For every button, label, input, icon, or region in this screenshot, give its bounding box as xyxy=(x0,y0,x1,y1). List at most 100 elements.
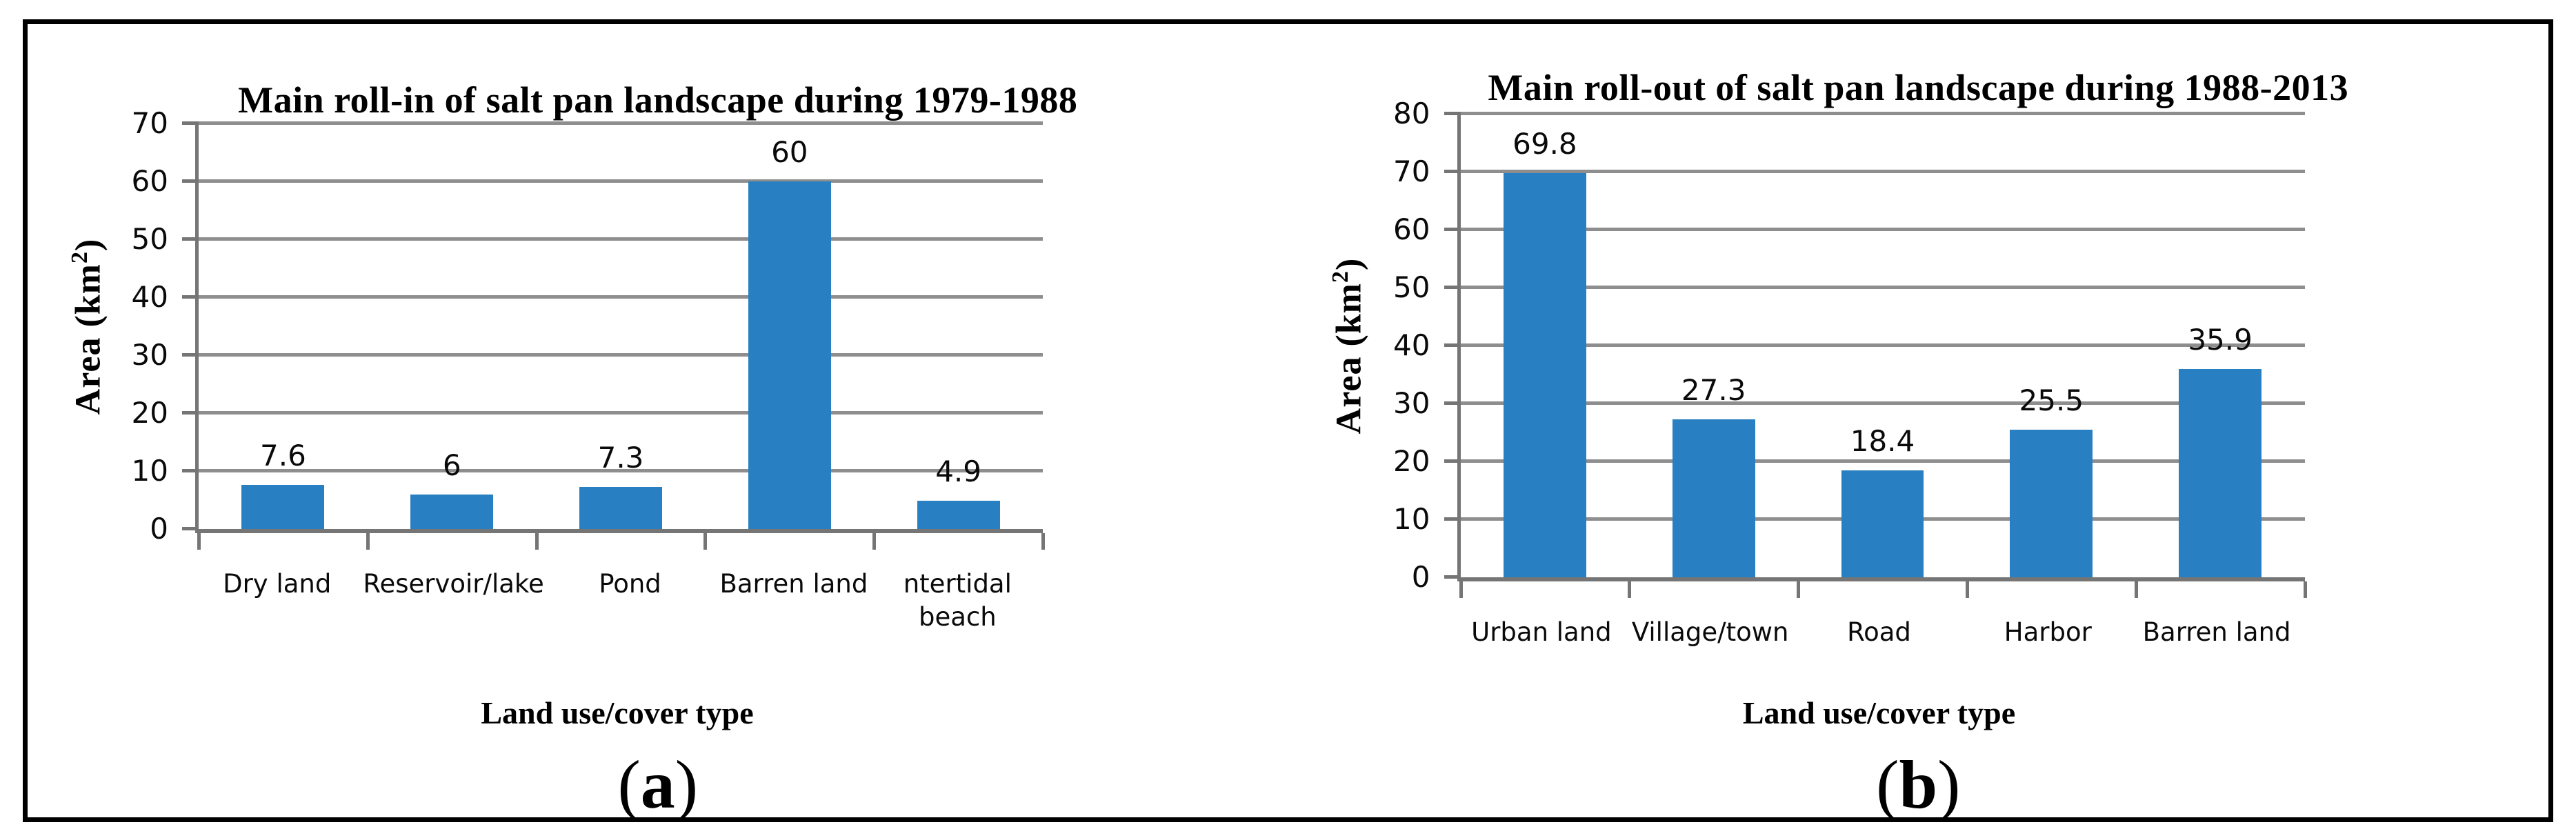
x-tick-mark xyxy=(366,533,370,550)
x-axis-labels: Dry land Reservoir/lake Pond Barren land nte… xyxy=(195,568,1039,634)
gridline xyxy=(199,353,1043,357)
x-tick-mark xyxy=(703,533,708,550)
y-tick-mark xyxy=(182,411,199,415)
panel-letter-paren-close: ) xyxy=(675,746,699,823)
panel-letter-paren-close: ) xyxy=(1937,746,1961,823)
y-tick-label: 20 xyxy=(1393,444,1430,478)
chart-title: Main roll-in of salt pan landscape durin… xyxy=(238,79,1078,121)
x-axis-title: Land use/cover type xyxy=(1742,695,2016,730)
y-tick-mark xyxy=(1444,343,1461,347)
panel-letter-paren-open: ( xyxy=(617,746,641,823)
x-category-label: Pond xyxy=(599,569,661,599)
x-tick-mark xyxy=(872,533,877,550)
bar-value-label: 18.4 xyxy=(1850,424,1915,459)
bar-value-label: 6 xyxy=(442,448,461,482)
x-axis-title: Land use/cover type xyxy=(481,695,754,730)
bar-value-label: 35.9 xyxy=(2188,323,2253,357)
bar xyxy=(241,485,325,529)
gridline xyxy=(1460,401,2305,405)
bar xyxy=(579,486,662,529)
bar xyxy=(1503,172,1586,577)
bar xyxy=(410,494,494,529)
gridline xyxy=(1460,228,2305,231)
x-tick-mark xyxy=(1459,581,1463,598)
y-tick-label: 10 xyxy=(131,454,168,488)
y-tick-label: 70 xyxy=(131,106,168,140)
y-tick-mark xyxy=(182,237,199,241)
bar-value-label: 60 xyxy=(771,135,808,169)
bar xyxy=(748,181,831,529)
y-tick-label: 40 xyxy=(131,280,168,314)
figure-frame: Main roll-in of salt pan landscape durin… xyxy=(23,19,2553,823)
x-category-label: Harbor xyxy=(2004,617,2092,647)
y-tick-label: 10 xyxy=(1393,502,1430,536)
x-category-label: Reservoir/lake xyxy=(363,569,544,599)
x-category-label: Dry land xyxy=(223,569,332,599)
panel-b: Main roll-out of salt pan landscape duri… xyxy=(1288,24,2549,823)
x-category-label: Road xyxy=(1847,617,1911,647)
panel-letter: (a) xyxy=(28,747,1288,823)
plot-area: 0 10 20 30 40 50 60 70 7.6 6 7.3 60 4.9 xyxy=(132,107,1045,550)
bar xyxy=(1841,470,1924,577)
y-tick-label: 0 xyxy=(1411,560,1430,594)
gridline xyxy=(199,121,1043,125)
y-tick-mark xyxy=(1444,575,1461,579)
bar xyxy=(917,500,1000,529)
x-tick-mark xyxy=(2303,581,2307,598)
y-tick-label: 0 xyxy=(150,512,168,546)
y-tick-mark xyxy=(1444,170,1461,173)
x-category-label: Village/town xyxy=(1631,617,1789,647)
y-tick-label: 30 xyxy=(131,338,168,372)
y-tick-mark xyxy=(182,469,199,472)
y-tick-label: 50 xyxy=(131,222,168,256)
gridline xyxy=(1460,112,2305,115)
y-tick-mark xyxy=(182,121,199,125)
gridline xyxy=(199,411,1043,415)
bar-value-label: 7.6 xyxy=(259,439,306,473)
y-tick-mark xyxy=(182,527,199,530)
y-tick-mark xyxy=(182,295,199,299)
x-tick-mark xyxy=(2134,581,2138,598)
y-tick-label: 60 xyxy=(131,164,168,198)
plot-area: 0 10 20 30 40 50 60 70 80 69.8 27.3 18.4 25.5 35.9 xyxy=(1393,97,2307,598)
bar xyxy=(2179,369,2262,577)
y-tick-label: 40 xyxy=(1393,328,1430,362)
bar xyxy=(2010,429,2093,577)
gridline xyxy=(1460,170,2305,173)
gridline xyxy=(199,469,1043,472)
panel-letter-paren-open: ( xyxy=(1876,746,1899,823)
y-tick-mark xyxy=(1444,228,1461,231)
bar-value-label: 27.3 xyxy=(1681,372,1746,407)
y-tick-label: 80 xyxy=(1393,97,1430,130)
x-tick-mark xyxy=(197,533,201,550)
gridline xyxy=(199,295,1043,299)
y-axis-title-text: Area (km2) xyxy=(67,238,109,415)
panel-letter-char: a xyxy=(640,746,675,823)
y-tick-mark xyxy=(182,179,199,183)
gridline xyxy=(199,237,1043,241)
y-tick-mark xyxy=(1444,517,1461,521)
gridline xyxy=(1460,343,2305,347)
x-tick-mark xyxy=(1965,581,1969,598)
x-tick-mark xyxy=(535,533,539,550)
x-tick-mark xyxy=(1041,533,1045,550)
panel-letter-char: b xyxy=(1899,746,1938,823)
y-tick-label: 60 xyxy=(1393,212,1430,246)
chart-title: Main roll-out of salt pan landscape duri… xyxy=(1488,66,2349,108)
x-category-label: Barren land xyxy=(2142,617,2291,647)
y-tick-label: 50 xyxy=(1393,270,1430,304)
panel-letter: (b) xyxy=(1288,747,2549,823)
y-tick-label: 70 xyxy=(1393,154,1430,188)
y-tick-mark xyxy=(182,353,199,357)
x-category-label: ntertidal beach xyxy=(903,569,1012,632)
y-tick-mark xyxy=(1444,401,1461,405)
x-category-label: Barren land xyxy=(719,569,868,599)
gridline xyxy=(1460,459,2305,463)
y-tick-mark xyxy=(1444,286,1461,289)
y-tick-label: 30 xyxy=(1393,386,1430,420)
bar-value-label: 4.9 xyxy=(935,454,981,488)
bar-value-label: 25.5 xyxy=(2019,383,2084,417)
bar-value-label: 69.8 xyxy=(1512,126,1577,161)
y-tick-mark xyxy=(1444,112,1461,115)
y-axis-title-close: ) xyxy=(1329,257,1368,270)
